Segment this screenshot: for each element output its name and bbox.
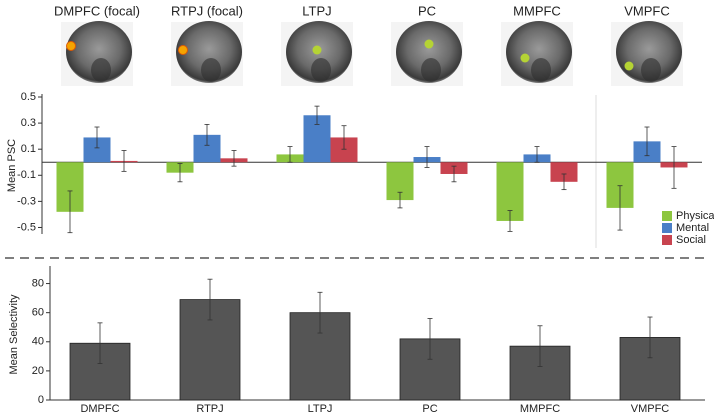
- legend-label: Mental: [676, 222, 709, 234]
- brain-slice: [176, 21, 242, 83]
- category-label: VMPFC: [624, 3, 670, 18]
- y-axis-label: Mean Selectivity: [8, 294, 20, 375]
- legend-label: Social: [676, 234, 706, 246]
- brain-slice: [396, 21, 462, 83]
- legend-label: Physical: [676, 210, 714, 222]
- y-tick-label: 80: [32, 277, 44, 289]
- category-label: DMPFC: [80, 403, 119, 415]
- y-tick-label: 0.1: [21, 143, 36, 155]
- roi-dot: [520, 53, 530, 63]
- category-label: RTPJ (focal): [171, 3, 243, 18]
- y-tick-label: 60: [32, 307, 44, 319]
- brain-image: [61, 21, 133, 86]
- legend-swatch: [662, 235, 672, 245]
- legend-swatch: [662, 223, 672, 233]
- brain-stem: [421, 58, 441, 82]
- category-label: DMPFC (focal): [54, 3, 140, 18]
- y-tick-label: 20: [32, 365, 44, 377]
- y-tick-label: 40: [32, 336, 44, 348]
- brain-image: [501, 21, 573, 86]
- brain-stem: [641, 58, 661, 82]
- y-tick-label: -0.5: [17, 221, 36, 233]
- bar: [509, 345, 571, 401]
- roi-dot: [424, 39, 434, 49]
- roi-dot: [66, 41, 76, 51]
- brain-image: [171, 21, 243, 86]
- roi-dot: [178, 45, 188, 55]
- category-label: RTPJ: [196, 403, 223, 415]
- brain-stem: [311, 58, 331, 82]
- roi-dot: [312, 45, 322, 55]
- y-tick-label: 0.5: [21, 91, 36, 103]
- brain-slice: [506, 21, 572, 83]
- y-axis-label: Mean PSC: [6, 139, 18, 192]
- brain-image: [281, 21, 353, 86]
- y-tick-label: -0.1: [17, 169, 36, 181]
- brain-stem: [91, 58, 111, 82]
- bar: [550, 162, 578, 182]
- brain-image: [391, 21, 463, 86]
- category-label: LTPJ: [308, 403, 333, 415]
- category-label: MMPFC: [513, 3, 561, 18]
- category-label: PC: [418, 3, 436, 18]
- category-label: MMPFC: [520, 403, 560, 415]
- brain-slice: [66, 21, 132, 83]
- legend-swatch: [662, 211, 672, 221]
- category-label: PC: [422, 403, 437, 415]
- roi-dot: [624, 61, 634, 71]
- category-label: VMPFC: [631, 403, 670, 415]
- brain-stem: [531, 58, 551, 82]
- brain-stem: [201, 58, 221, 82]
- y-tick-label: 0: [38, 394, 44, 406]
- y-tick-label: -0.3: [17, 195, 36, 207]
- category-label: LTPJ: [302, 3, 331, 18]
- y-tick-label: 0.3: [21, 117, 36, 129]
- brain-image: [611, 21, 683, 86]
